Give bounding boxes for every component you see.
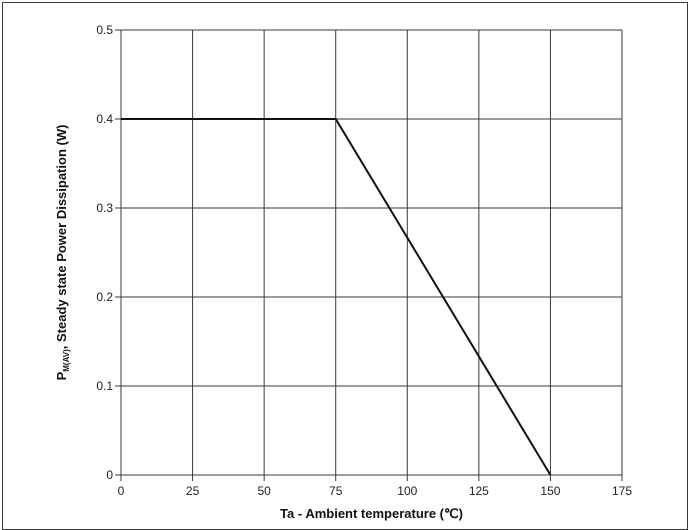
x-tick-label: 50 [257, 484, 271, 498]
x-axis-label: Ta - Ambient temperature (℃) [280, 506, 463, 521]
y-tick-label: 0.4 [96, 112, 113, 126]
x-tick-labels: 0 25 50 75 100 125 150 175 [118, 484, 633, 498]
y-tick-label: 0.1 [96, 379, 113, 393]
y-axis-label-main: P [54, 371, 69, 380]
x-tick-label: 125 [469, 484, 489, 498]
y-tick-label: 0 [106, 468, 113, 482]
x-tick-label: 75 [329, 484, 343, 498]
grid-lines [115, 29, 623, 481]
x-tick-label: 150 [540, 484, 560, 498]
y-axis-label: PM(AV), Steady state Power Dissipation (… [54, 125, 71, 381]
y-tick-labels: 0 0.1 0.2 0.3 0.4 0.5 [96, 23, 113, 482]
series-line [121, 118, 552, 476]
y-axis-label-rest: , Steady state Power Dissipation (W) [54, 125, 69, 350]
x-tick-label: 175 [612, 484, 632, 498]
y-tick-label: 0.2 [96, 290, 113, 304]
y-tick-label: 0.5 [96, 23, 113, 37]
x-tick-label: 0 [118, 484, 125, 498]
y-tick-label: 0.3 [96, 201, 113, 215]
series-group [121, 118, 552, 476]
x-tick-label: 25 [186, 484, 200, 498]
y-axis-label-subscript: M(AV) [62, 349, 71, 372]
x-tick-label: 100 [397, 484, 417, 498]
